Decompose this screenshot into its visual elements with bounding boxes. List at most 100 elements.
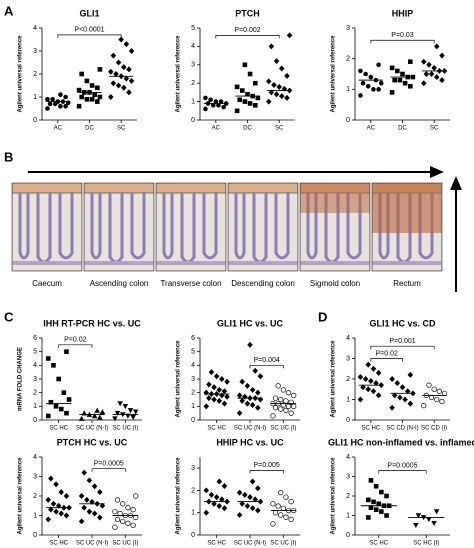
tissue-label: Sigmoid colon	[310, 279, 360, 288]
data-point	[370, 365, 377, 372]
y-tick-label: 1	[346, 86, 350, 93]
data-point	[249, 401, 256, 408]
data-point	[63, 512, 70, 519]
data-point	[89, 498, 95, 505]
y-tick-label: 3	[191, 465, 195, 472]
data-point	[45, 413, 51, 419]
data-point	[434, 74, 440, 81]
data-point	[397, 77, 403, 83]
data-point	[118, 36, 124, 43]
y-tick-label: 4	[33, 25, 37, 32]
significance-bracket	[249, 470, 284, 474]
data-point	[203, 389, 210, 396]
data-point	[278, 490, 284, 496]
data-point	[431, 521, 437, 527]
data-point	[371, 499, 376, 505]
data-point	[368, 378, 374, 385]
data-point	[213, 494, 220, 501]
data-point	[91, 483, 98, 490]
data-point	[283, 398, 289, 404]
data-point	[81, 504, 87, 511]
x-tick-label: SC UC (I)	[112, 541, 138, 547]
data-point	[357, 396, 364, 403]
data-point	[272, 405, 279, 411]
data-point	[415, 513, 422, 519]
data-point	[47, 101, 53, 107]
y-tick-label: 3	[346, 25, 350, 32]
data-point	[234, 108, 240, 114]
data-point	[95, 99, 100, 104]
data-point	[433, 509, 440, 515]
data-point	[123, 41, 130, 48]
data-point	[236, 392, 243, 399]
y-axis-label: Agilent universal reference	[18, 35, 24, 113]
data-point	[127, 408, 134, 414]
data-point	[408, 59, 413, 65]
data-point	[389, 65, 395, 71]
data-point	[79, 94, 84, 100]
data-point	[370, 388, 377, 395]
data-point	[221, 104, 226, 110]
y-tick-label: 2	[346, 493, 350, 500]
data-point	[53, 404, 59, 409]
data-point	[270, 501, 276, 507]
data-point	[268, 43, 275, 50]
tissue-label: Rectum	[393, 279, 421, 288]
data-point	[99, 409, 106, 415]
data-point	[113, 71, 119, 77]
data-point	[128, 48, 135, 54]
data-point	[278, 406, 284, 412]
p-value: P=0.005	[254, 462, 280, 469]
data-point	[439, 398, 445, 405]
data-point	[50, 97, 55, 102]
data-point	[45, 516, 52, 523]
y-tick-label: 3	[33, 48, 37, 55]
data-point	[133, 493, 139, 499]
data-point	[120, 501, 126, 507]
data-point	[216, 386, 223, 393]
data-point	[110, 52, 117, 59]
data-point	[242, 491, 248, 498]
y-axis-label: Agilent universal reference	[18, 457, 24, 535]
data-point	[402, 80, 408, 86]
p-value: P<0.0001	[74, 27, 104, 34]
data-point	[368, 505, 374, 510]
y-tick-label: 0	[191, 417, 195, 424]
data-point	[285, 403, 292, 409]
data-point	[128, 77, 135, 84]
data-point	[253, 80, 258, 86]
x-tick-label: SC UC (N-I)	[234, 426, 266, 432]
data-point	[130, 522, 136, 528]
data-point	[221, 482, 228, 489]
y-tick-label: 0	[346, 532, 350, 539]
data-point	[114, 410, 121, 416]
data-point	[97, 414, 103, 420]
y-axis-label: Agilent universal reference	[331, 35, 337, 113]
p-value: P=0.001	[389, 338, 415, 345]
y-axis-label: Agilent universal reference	[176, 340, 182, 418]
data-point	[224, 378, 230, 385]
x-tick-label: AC	[212, 126, 221, 132]
data-point	[61, 390, 67, 395]
data-point	[371, 87, 376, 92]
data-point	[358, 93, 363, 98]
data-point	[240, 88, 245, 93]
y-tick-label: 5	[191, 25, 195, 32]
y-tick-label: 0	[191, 117, 195, 124]
data-point	[95, 85, 100, 91]
y-tick-label: 2	[33, 390, 37, 397]
data-point	[58, 510, 65, 517]
data-point	[125, 520, 131, 526]
x-tick-label: SC HC	[49, 541, 68, 547]
data-point	[247, 341, 253, 348]
data-point	[423, 71, 430, 77]
data-point	[288, 516, 294, 523]
p-value: P=0.03	[391, 32, 413, 39]
data-point	[272, 510, 279, 516]
chart-title: GLI1 HC non-inflamed vs. inflamed	[328, 437, 474, 447]
data-point	[208, 369, 215, 376]
data-point	[257, 373, 264, 380]
data-point	[66, 397, 72, 402]
data-point	[114, 497, 121, 503]
data-point	[211, 396, 217, 403]
